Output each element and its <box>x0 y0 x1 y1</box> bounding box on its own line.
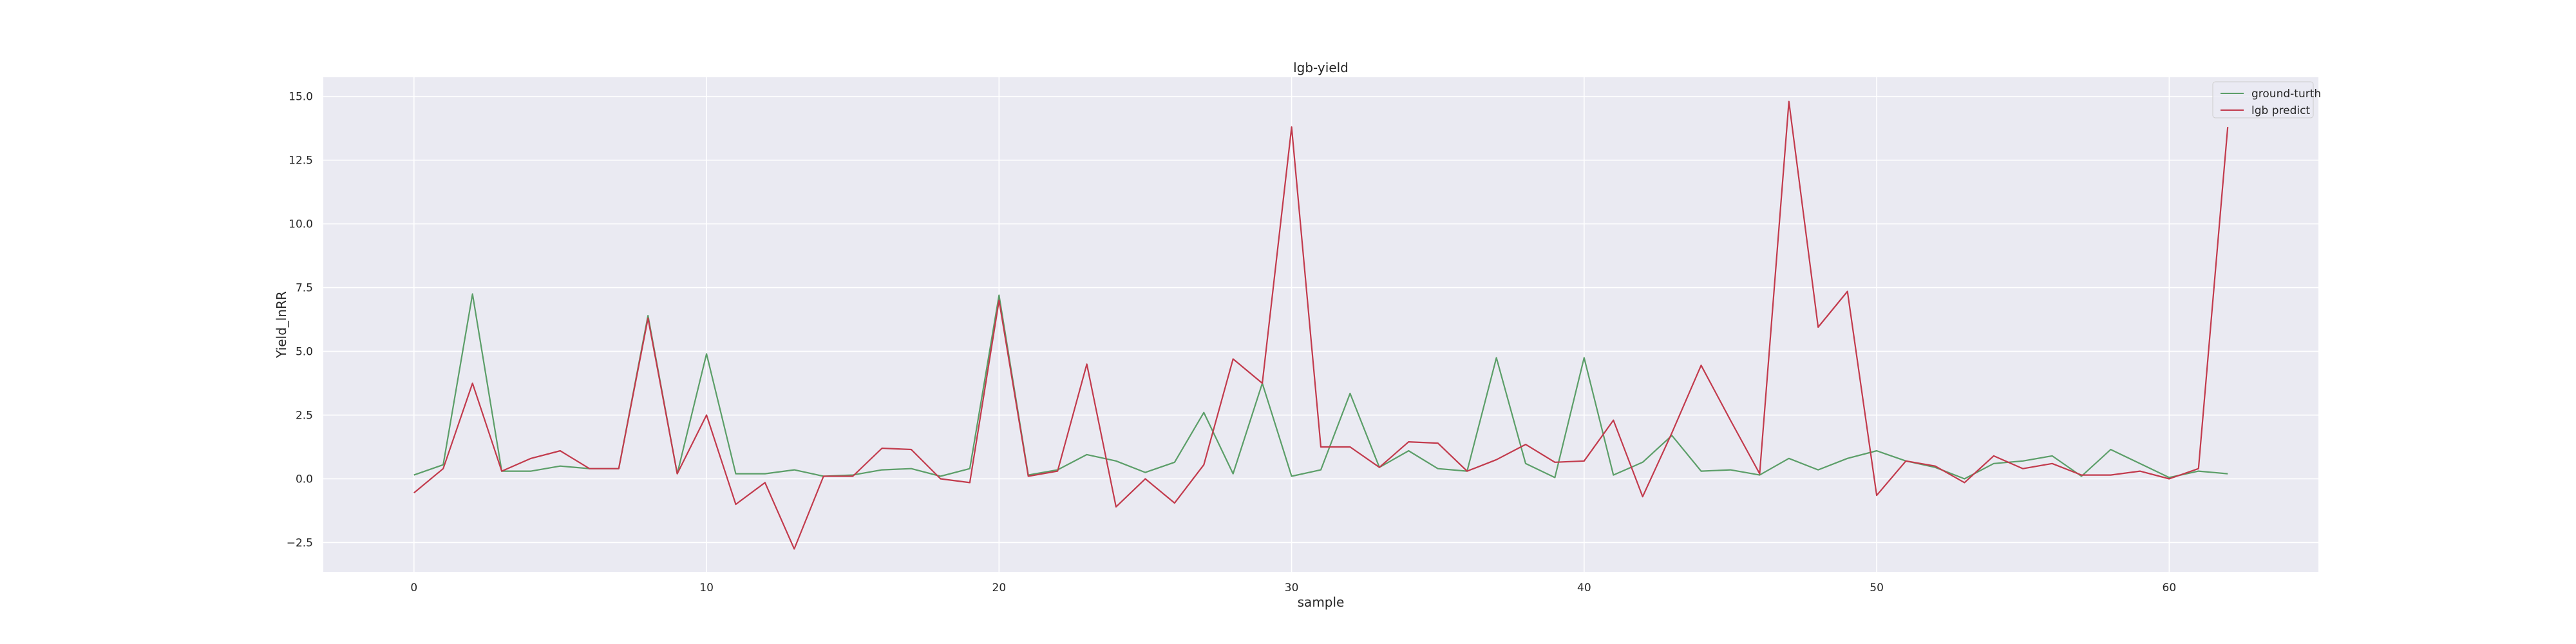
plot-area <box>323 77 2318 572</box>
x-tick-label: 60 <box>2163 582 2177 594</box>
tick-labels: 0 10 20 30 40 50 60 −2.5 0.0 2.5 5.0 7.5 10.0 12.5 15.… <box>287 91 2176 594</box>
legend-label-lgb-predict: lgb predict <box>2251 104 2310 117</box>
series-line-ground-turth <box>413 293 2228 480</box>
x-axis-label: sample <box>1298 594 1345 610</box>
y-tick-label: 10.0 <box>289 218 313 231</box>
y-tick-label: 2.5 <box>296 410 313 422</box>
legend-box <box>2212 81 2314 118</box>
y-tick-label: 15.0 <box>289 91 313 104</box>
x-tick-label: 50 <box>1870 582 1884 594</box>
series-group <box>413 100 2229 550</box>
grid <box>323 77 2318 572</box>
y-tick-label: −2.5 <box>287 536 313 549</box>
series-line-lgb-predict <box>413 100 2229 550</box>
y-tick-label: 0.0 <box>296 473 313 486</box>
chart-title: lgb-yield <box>1293 60 1349 75</box>
legend: ground-turth lgb predict <box>2212 81 2321 118</box>
x-tick-label: 10 <box>699 582 714 594</box>
x-tick-label: 40 <box>1577 582 1591 594</box>
x-tick-label: 20 <box>992 582 1007 594</box>
y-axis-label: Yield_lnRR <box>274 291 289 359</box>
x-tick-label: 0 <box>410 582 417 594</box>
y-tick-label: 7.5 <box>296 282 313 295</box>
y-tick-label: 5.0 <box>296 346 313 359</box>
x-tick-label: 30 <box>1285 582 1299 594</box>
legend-label-ground-turth: ground-turth <box>2251 88 2321 100</box>
y-tick-label: 12.5 <box>289 155 313 167</box>
